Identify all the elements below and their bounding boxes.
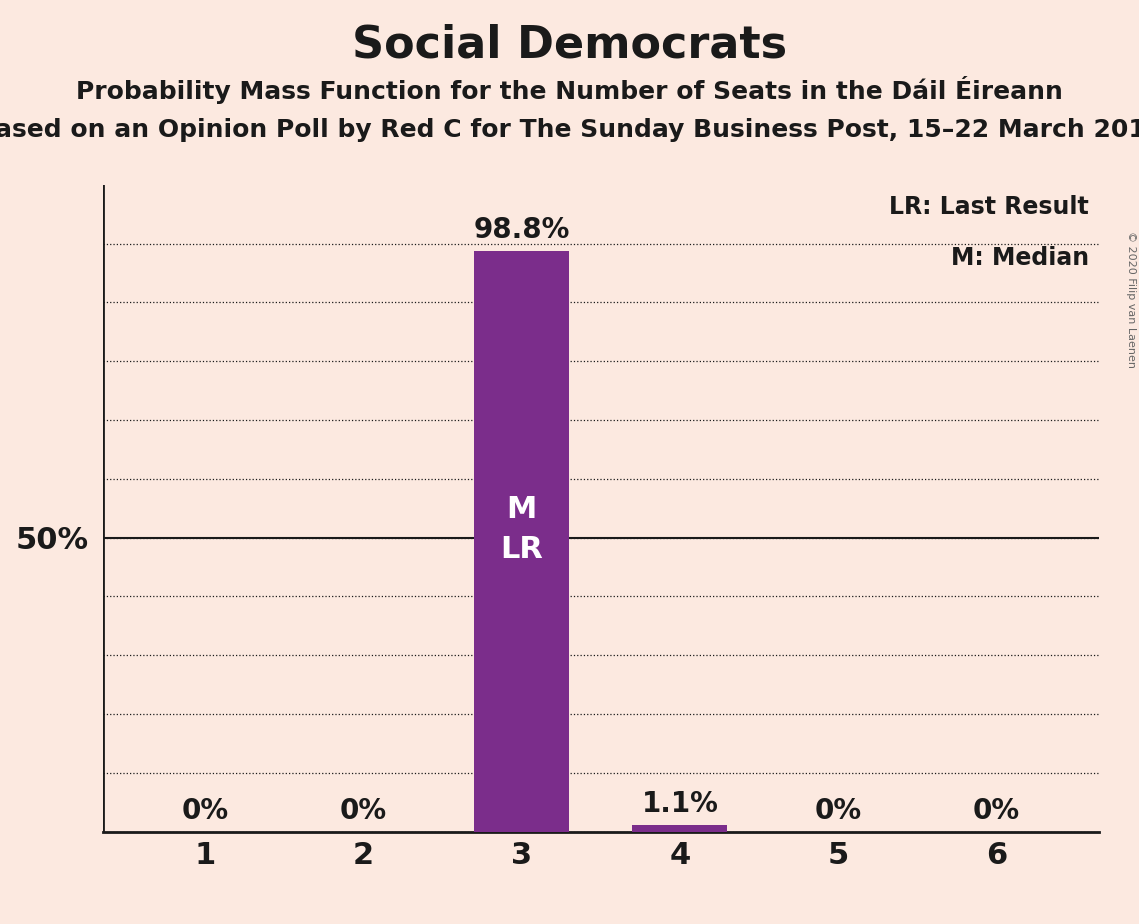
Text: 0%: 0% bbox=[182, 796, 229, 824]
Bar bbox=[474, 250, 570, 832]
Text: © 2020 Filip van Laenen: © 2020 Filip van Laenen bbox=[1126, 231, 1136, 368]
Text: LR: Last Result: LR: Last Result bbox=[890, 194, 1089, 218]
Text: 0%: 0% bbox=[339, 796, 387, 824]
Text: Social Democrats: Social Democrats bbox=[352, 23, 787, 67]
Text: 1.1%: 1.1% bbox=[641, 790, 719, 818]
Text: M
LR: M LR bbox=[500, 494, 543, 565]
Bar bbox=[632, 825, 728, 832]
Text: 0%: 0% bbox=[973, 796, 1019, 824]
Text: Based on an Opinion Poll by Red C for The Sunday Business Post, 15–22 March 2018: Based on an Opinion Poll by Red C for Th… bbox=[0, 118, 1139, 142]
Text: 98.8%: 98.8% bbox=[474, 215, 570, 244]
Text: M: Median: M: Median bbox=[951, 246, 1089, 270]
Text: Probability Mass Function for the Number of Seats in the Dáil Éireann: Probability Mass Function for the Number… bbox=[76, 76, 1063, 103]
Text: 0%: 0% bbox=[814, 796, 862, 824]
